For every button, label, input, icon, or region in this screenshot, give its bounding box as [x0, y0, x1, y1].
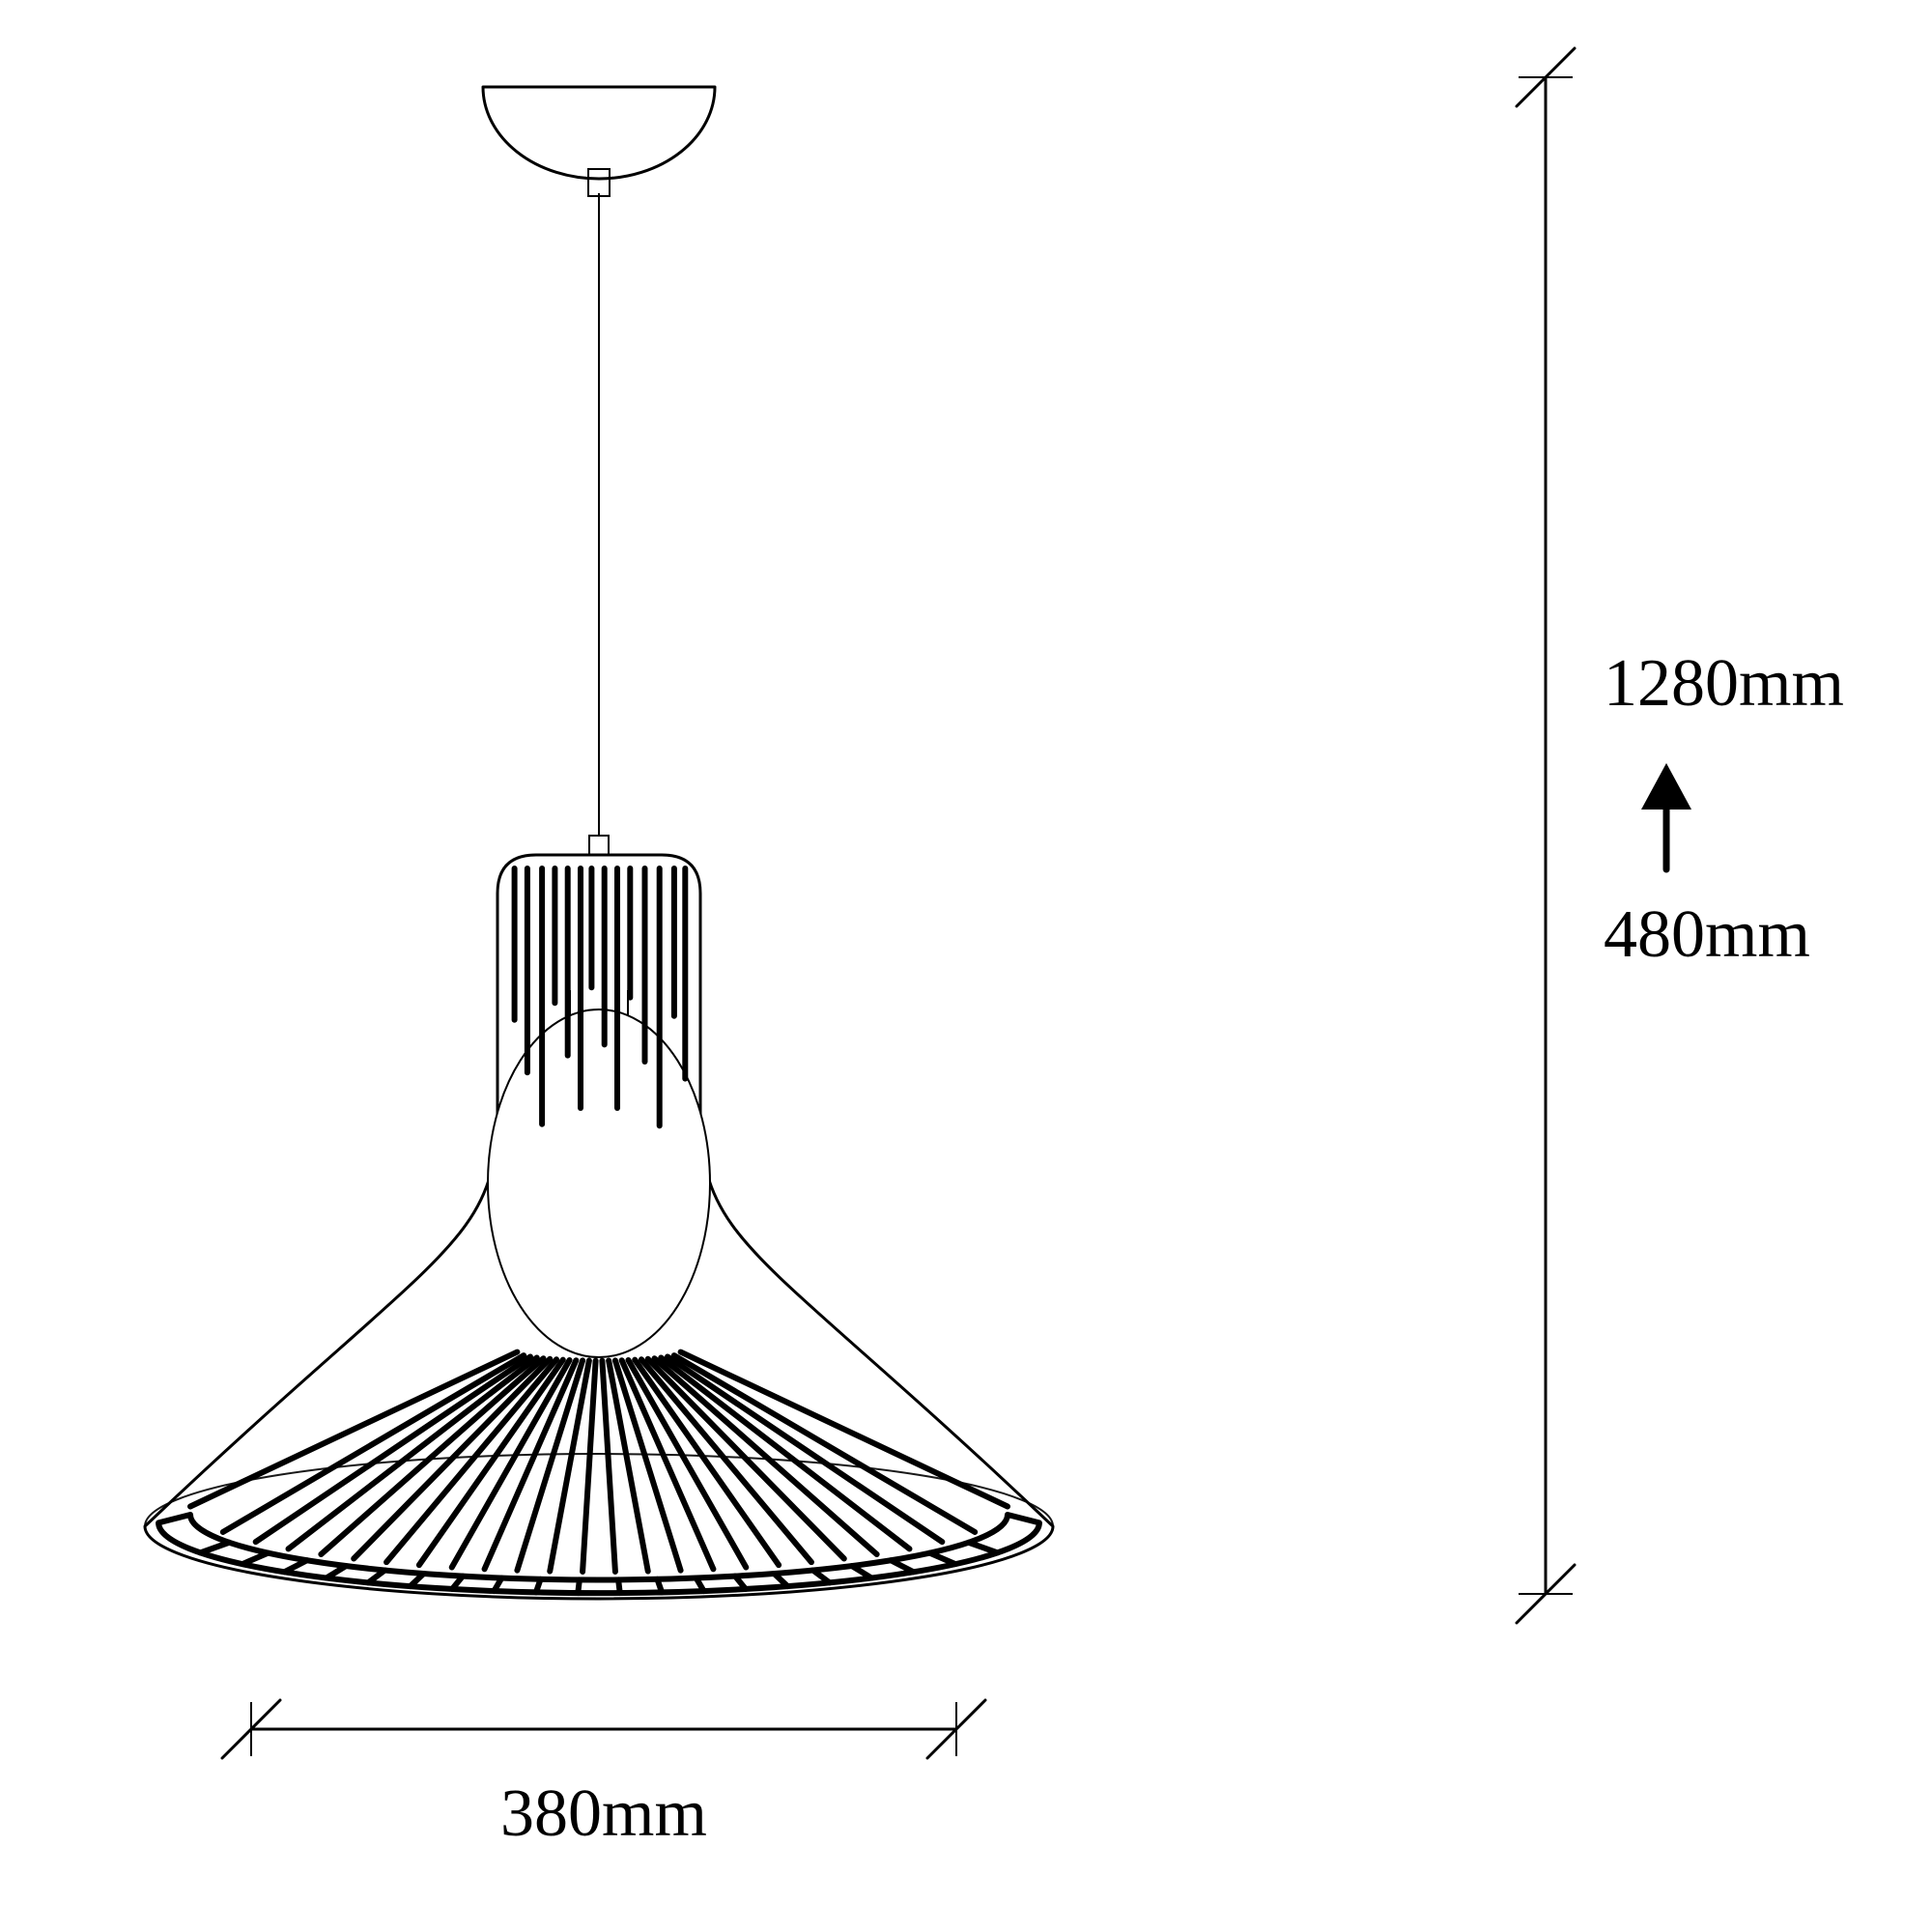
height-min-label: 480mm [1604, 897, 1810, 972]
lamp-dimension-diagram: 380mm 1280mm 480mm [0, 0, 1932, 1932]
width-label: 380mm [500, 1776, 707, 1851]
height-max-label: 1280mm [1604, 646, 1844, 721]
